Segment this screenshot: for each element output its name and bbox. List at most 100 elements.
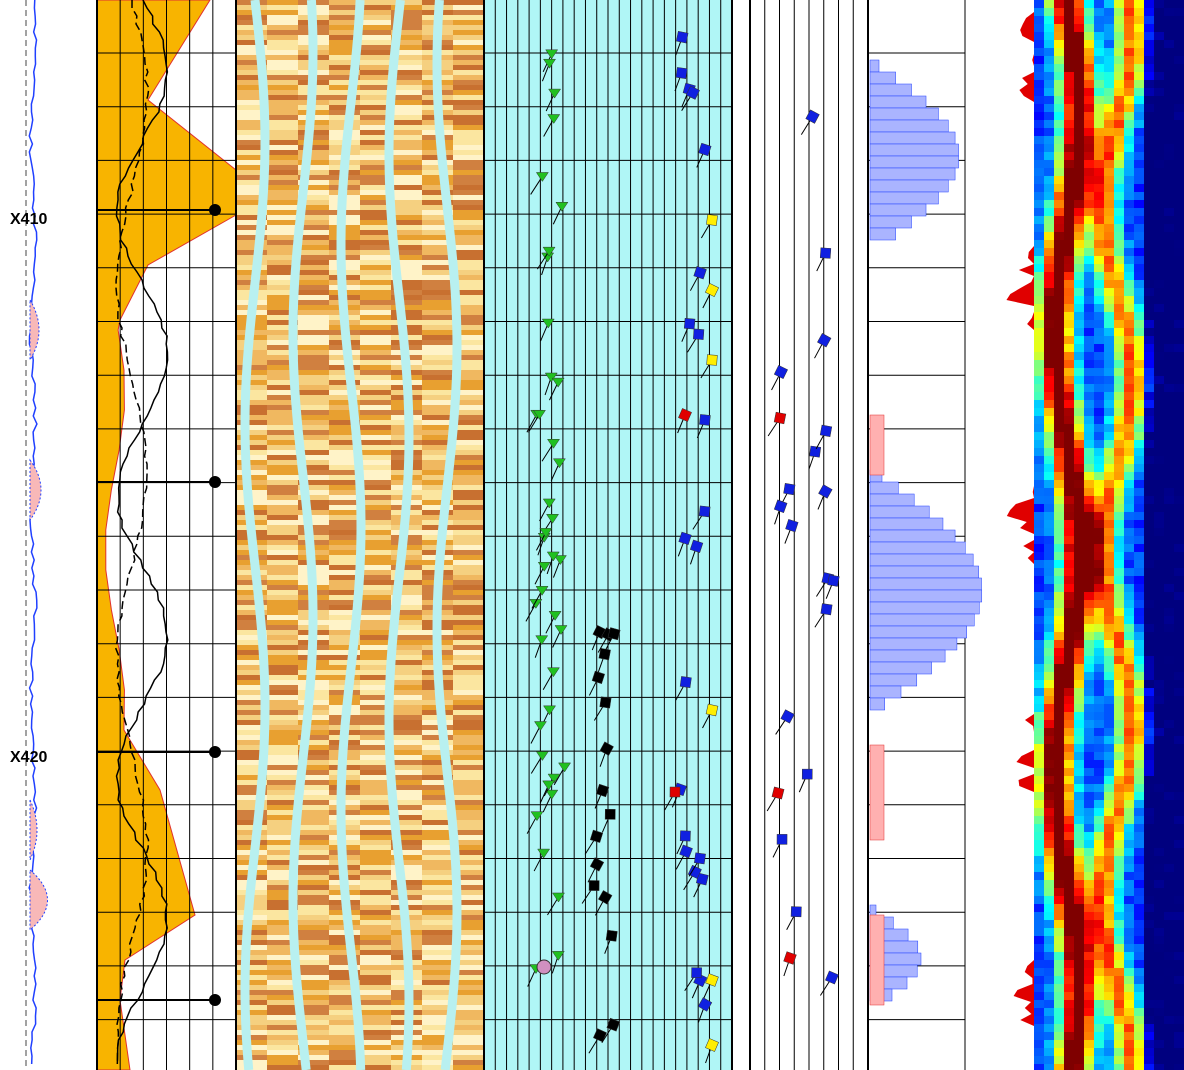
image-pixel <box>391 145 422 150</box>
heat-cell <box>1124 552 1134 560</box>
heat-cell <box>1124 1032 1134 1040</box>
heat-cell <box>1174 736 1184 744</box>
heat-cell <box>1054 264 1064 272</box>
heat-cell <box>1054 896 1064 904</box>
heat-cell <box>1044 808 1054 816</box>
image-pixel <box>267 465 298 470</box>
image-pixel <box>267 765 298 770</box>
heat-cell <box>1144 328 1154 336</box>
image-pixel <box>360 55 391 60</box>
image-pixel <box>329 370 360 375</box>
image-pixel <box>453 825 484 830</box>
heat-cell <box>1154 824 1164 832</box>
heat-cell <box>1104 56 1114 64</box>
heat-cell <box>1174 480 1184 488</box>
heat-cell <box>1114 440 1124 448</box>
heat-cell <box>1104 696 1114 704</box>
heat-cell <box>1044 424 1054 432</box>
heat-cell <box>1064 1040 1074 1048</box>
tadpole <box>680 831 690 841</box>
image-pixel <box>267 790 298 795</box>
heat-cell <box>1074 384 1084 392</box>
heat-cell <box>1174 760 1184 768</box>
heat-cell <box>1104 776 1114 784</box>
image-pixel <box>298 270 329 275</box>
heat-cell <box>1164 800 1174 808</box>
heat-cell <box>1124 352 1134 360</box>
heat-cell <box>1044 1056 1054 1064</box>
heat-cell <box>1174 960 1184 968</box>
heat-cell <box>1084 480 1094 488</box>
heat-cell <box>1164 1008 1174 1016</box>
image-pixel <box>267 720 298 725</box>
heat-cell <box>1104 8 1114 16</box>
heat-cell <box>1084 328 1094 336</box>
heat-cell <box>1124 408 1134 416</box>
heat-cell <box>1064 792 1074 800</box>
image-pixel <box>453 145 484 150</box>
heat-cell <box>1114 664 1124 672</box>
heat-cell <box>1044 1000 1054 1008</box>
heat-cell <box>1074 24 1084 32</box>
heat-cell <box>1104 640 1114 648</box>
heat-cell <box>1074 272 1084 280</box>
image-pixel <box>453 1040 484 1045</box>
heat-cell <box>1174 832 1184 840</box>
image-pixel <box>267 725 298 730</box>
heat-cell <box>1104 600 1114 608</box>
heat-cell <box>1124 688 1134 696</box>
heat-cell <box>1134 80 1144 88</box>
tadpole <box>806 110 820 124</box>
heat-cell <box>1094 720 1104 728</box>
heat-cell <box>1084 800 1094 808</box>
heat-cell <box>1174 776 1184 784</box>
image-pixel <box>391 135 422 140</box>
image-pixel <box>298 840 329 845</box>
heat-cell <box>1164 104 1174 112</box>
image-pixel <box>267 45 298 50</box>
heat-cell <box>1164 1032 1174 1040</box>
image-pixel <box>360 975 391 980</box>
image-pixel <box>267 460 298 465</box>
heat-cell <box>1144 584 1154 592</box>
heat-cell <box>1164 56 1174 64</box>
image-pixel <box>453 615 484 620</box>
heat-cell <box>1074 200 1084 208</box>
heat-cell <box>1054 240 1064 248</box>
image-pixel <box>298 140 329 145</box>
heat-cell <box>1044 576 1054 584</box>
heat-cell <box>1154 0 1164 8</box>
heat-cell <box>1094 152 1104 160</box>
heat-cell <box>1144 544 1154 552</box>
heat-cell <box>1044 472 1054 480</box>
image-pixel <box>360 895 391 900</box>
heat-cell <box>1114 392 1124 400</box>
image-pixel <box>298 420 329 425</box>
heat-cell <box>1044 136 1054 144</box>
heat-cell <box>1074 1016 1084 1024</box>
heat-cell <box>1114 792 1124 800</box>
heat-cell <box>1174 352 1184 360</box>
heat-cell <box>1174 312 1184 320</box>
heat-cell <box>1114 280 1124 288</box>
heat-cell <box>1124 64 1134 72</box>
heat-cell <box>1164 224 1174 232</box>
heat-cell <box>1124 368 1134 376</box>
image-pixel <box>360 910 391 915</box>
heat-cell <box>1154 56 1164 64</box>
heat-cell <box>1124 176 1134 184</box>
heat-cell <box>1094 928 1104 936</box>
heat-cell <box>1164 184 1174 192</box>
image-pixel <box>236 1035 267 1040</box>
heat-cell <box>1144 392 1154 400</box>
heat-cell <box>1154 704 1164 712</box>
heat-cell <box>1134 56 1144 64</box>
heat-cell <box>1064 576 1074 584</box>
heat-cell <box>1144 792 1154 800</box>
heat-cell <box>1144 112 1154 120</box>
heat-cell <box>1144 72 1154 80</box>
heat-cell <box>1034 1008 1044 1016</box>
heat-cell <box>1144 752 1154 760</box>
image-pixel <box>298 980 329 985</box>
image-pixel <box>267 505 298 510</box>
